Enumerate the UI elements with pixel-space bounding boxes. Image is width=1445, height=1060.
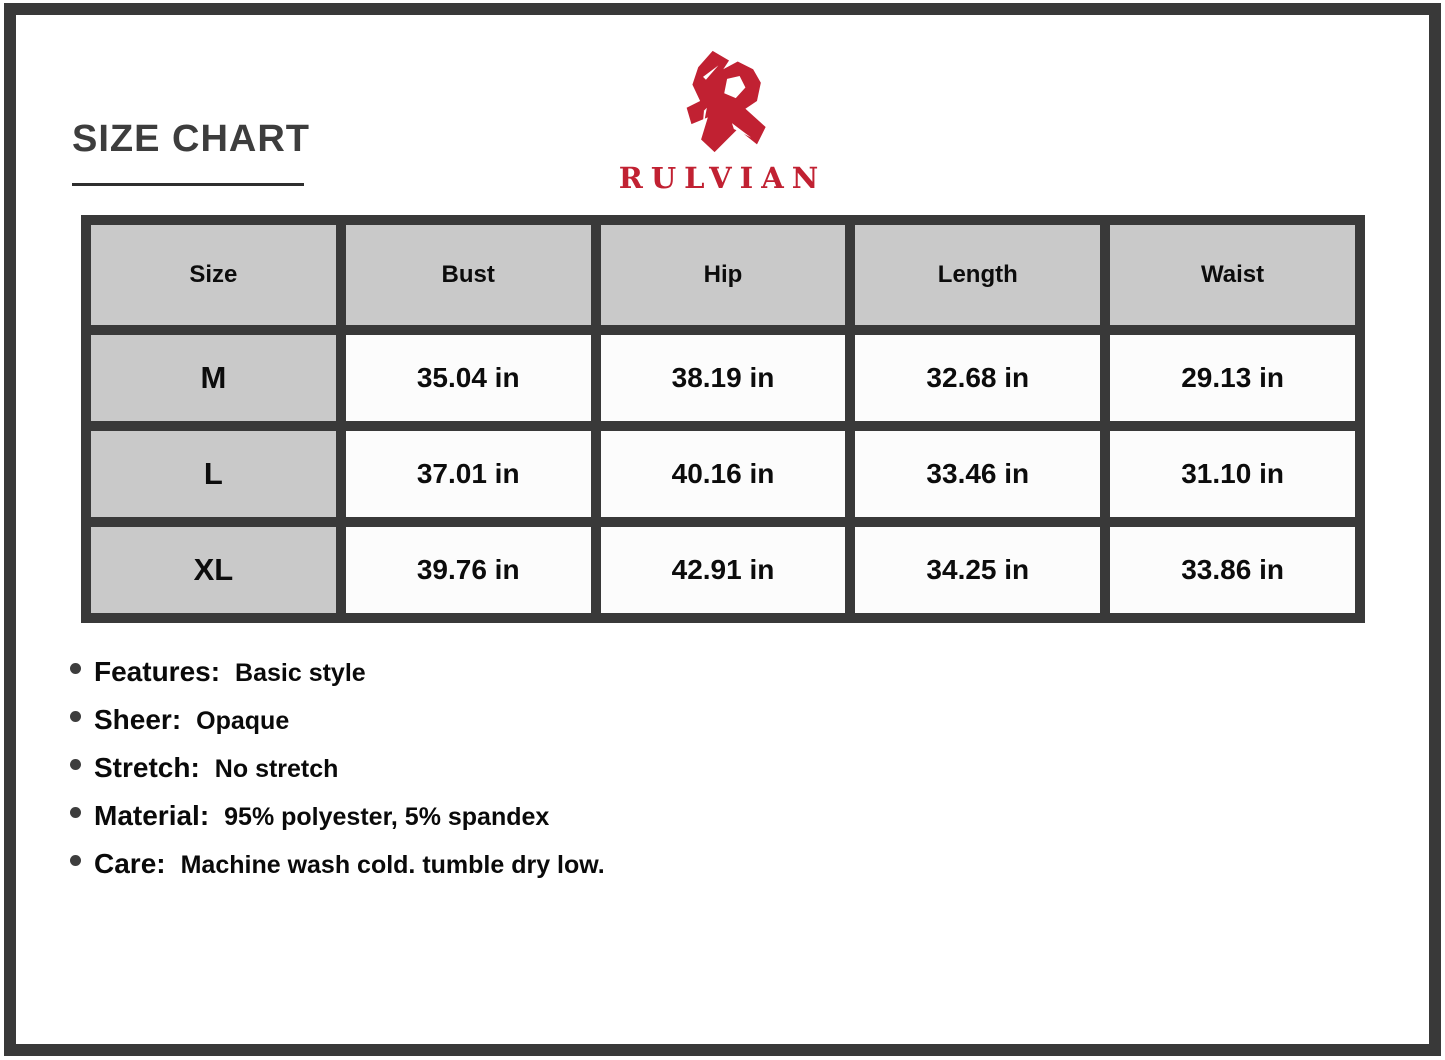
waist-value-cell: 29.13 in [1110,335,1355,421]
page-title: SIZE CHART [72,118,310,160]
detail-label: Sheer: [94,704,182,735]
detail-value: 95% polyester, 5% spandex [224,803,550,831]
detail-value: Opaque [196,707,290,735]
length-value-cell: 32.68 in [855,335,1101,421]
table-row-xl: XL 39.76 in 42.91 in 34.25 in 33.86 in [91,527,1355,613]
header-cell-waist: Waist [1110,225,1355,325]
rulvian-r-logo-icon [673,48,771,159]
size-label-cell: L [91,431,336,517]
bullet-dot-icon [70,759,81,770]
brand-wordmark: RULVIAN [618,161,827,195]
detail-value: Basic style [235,659,366,687]
detail-label: Care: [94,848,166,879]
detail-label: Features: [94,656,221,687]
header-cell-hip: Hip [600,225,846,325]
bust-value-cell: 37.01 in [345,431,591,517]
product-details-list: Features: Basic style Sheer: Opaque Stre… [70,655,605,895]
hip-value-cell: 38.19 in [600,335,846,421]
brand-logo-block: RULVIAN [619,48,826,195]
header-cell-length: Length [855,225,1101,325]
hip-value-cell: 40.16 in [600,431,846,517]
detail-value: No stretch [214,755,339,783]
detail-item-care: Care: Machine wash cold. tumble dry low. [70,847,605,882]
size-chart-table: Size Bust Hip Length Waist M 35.04 in 38… [81,215,1365,623]
header-cell-size: Size [91,225,336,325]
detail-item-material: Material: 95% polyester, 5% spandex [70,799,605,834]
detail-item-features: Features: Basic style [70,655,605,690]
detail-label: Stretch: [94,752,200,783]
detail-item-sheer: Sheer: Opaque [70,703,605,738]
detail-value: Machine wash cold. tumble dry low. [180,851,605,879]
table-row-m: M 35.04 in 38.19 in 32.68 in 29.13 in [91,335,1355,421]
waist-value-cell: 31.10 in [1110,431,1355,517]
length-value-cell: 33.46 in [855,431,1101,517]
length-value-cell: 34.25 in [855,527,1101,613]
table-header-row: Size Bust Hip Length Waist [91,225,1355,325]
hip-value-cell: 42.91 in [600,527,846,613]
title-underline [72,183,304,186]
size-label-cell: XL [91,527,336,613]
detail-item-stretch: Stretch: No stretch [70,751,605,786]
waist-value-cell: 33.86 in [1110,527,1355,613]
bullet-dot-icon [70,855,81,866]
size-label-cell: M [91,335,336,421]
table-row-l: L 37.01 in 40.16 in 33.46 in 31.10 in [91,431,1355,517]
bust-value-cell: 39.76 in [345,527,591,613]
bullet-dot-icon [70,663,81,674]
header-cell-bust: Bust [345,225,591,325]
bullet-dot-icon [70,807,81,818]
bust-value-cell: 35.04 in [345,335,591,421]
detail-label: Material: [94,800,210,831]
bullet-dot-icon [70,711,81,722]
